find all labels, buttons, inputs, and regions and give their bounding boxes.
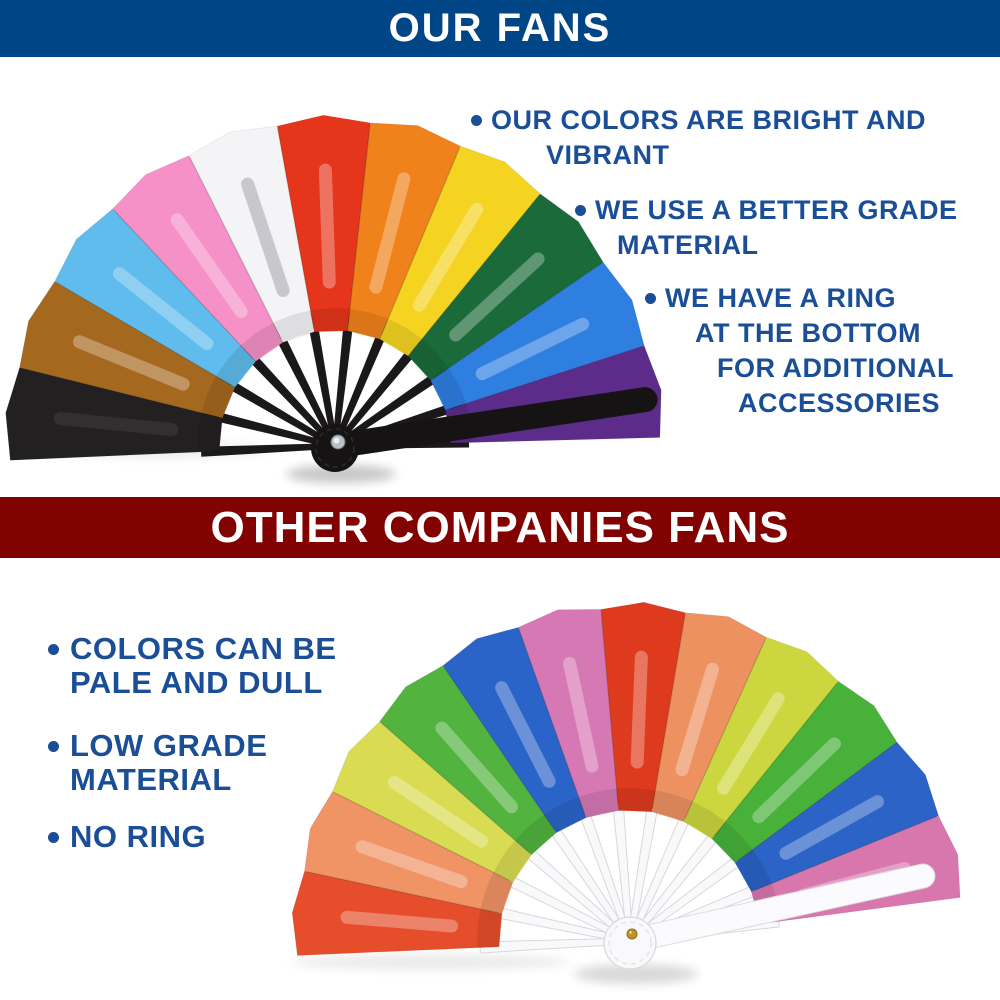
our-fan-image [5, 114, 662, 483]
benefit-line: FOR ADDITIONAL [717, 353, 954, 383]
drawback-line: NO RING [70, 819, 207, 854]
competitor-fan-image [290, 601, 961, 984]
drawback-line: MATERIAL [70, 762, 232, 797]
bullet-dot [471, 115, 482, 126]
benefit-line: AT THE BOTTOM [695, 318, 921, 348]
bullet-dot [575, 205, 586, 216]
drawback-line: LOW GRADE [70, 728, 268, 763]
benefit-ring-accessories: WE HAVE A RING AT THE BOTTOM FOR ADDITIO… [645, 281, 954, 421]
drawback-no-ring: NO RING [48, 820, 206, 854]
bullet-dot [48, 644, 59, 655]
benefit-better-material: WE USE A BETTER GRADE MATERIAL [575, 193, 958, 263]
benefit-bright-colors: OUR COLORS ARE BRIGHT AND VIBRANT [471, 103, 926, 173]
benefit-line: OUR COLORS ARE BRIGHT AND [491, 105, 926, 135]
bullet-dot [645, 293, 656, 304]
drawback-line: COLORS CAN BE [70, 631, 337, 666]
drawback-line: PALE AND DULL [70, 665, 323, 700]
our-fans-banner: OUR FANS [0, 0, 1000, 57]
bullet-dot [48, 741, 59, 752]
other-companies-banner: OTHER COMPANIES FANS [0, 497, 1000, 558]
benefit-line: WE USE A BETTER GRADE [595, 195, 958, 225]
benefit-line: MATERIAL [617, 230, 759, 260]
bullet-dot [48, 832, 59, 843]
drawback-low-grade: LOW GRADE MATERIAL [48, 729, 267, 797]
drawback-pale-colors: COLORS CAN BE PALE AND DULL [48, 632, 337, 700]
benefit-line: VIBRANT [546, 140, 670, 170]
benefit-line: ACCESSORIES [738, 388, 941, 418]
benefit-line: WE HAVE A RING [665, 283, 897, 313]
